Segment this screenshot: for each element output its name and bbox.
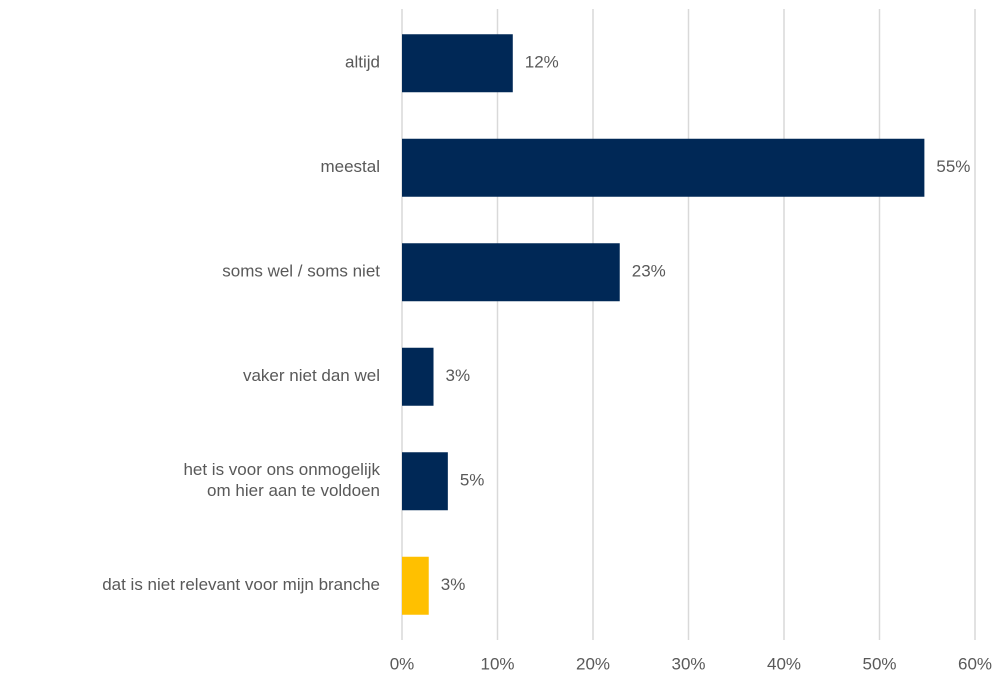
y-tick-label: het is voor ons onmogelijk om hier aan te… — [183, 460, 380, 500]
label-line: soms wel / soms niet — [222, 262, 380, 281]
bar — [402, 347, 434, 406]
bar — [402, 138, 925, 197]
label-line: altijd — [345, 53, 380, 72]
y-tick-label: soms wel / soms niet — [222, 262, 380, 281]
data-label: 5% — [460, 471, 485, 490]
label-line: vaker niet dan wel — [243, 366, 380, 385]
y-tick-label: dat is niet relevant voor mijn branche — [102, 575, 380, 594]
x-tick-label: 0% — [390, 654, 415, 673]
data-label: 23% — [632, 262, 666, 281]
x-tick-label: 20% — [576, 654, 610, 673]
label-line: dat is niet relevant voor mijn branche — [102, 575, 380, 594]
bar — [402, 452, 448, 511]
x-tick-label: 40% — [767, 654, 801, 673]
x-tick-label: 60% — [958, 654, 992, 673]
y-tick-label: vaker niet dan wel — [243, 366, 380, 385]
bar — [402, 34, 513, 93]
data-label: 3% — [441, 575, 466, 594]
label-line: om hier aan te voldoen — [207, 481, 380, 500]
data-label: 55% — [936, 157, 970, 176]
data-label: 12% — [525, 53, 559, 72]
data-label: 3% — [446, 366, 471, 385]
bar — [402, 556, 429, 615]
y-tick-label: meestal — [320, 157, 380, 176]
y-tick-label: altijd — [345, 53, 380, 72]
x-tick-label: 10% — [480, 654, 514, 673]
bar — [402, 243, 620, 302]
label-line: meestal — [320, 157, 380, 176]
x-tick-label: 50% — [862, 654, 896, 673]
label-line: het is voor ons onmogelijk — [183, 460, 380, 479]
x-tick-label: 30% — [671, 654, 705, 673]
